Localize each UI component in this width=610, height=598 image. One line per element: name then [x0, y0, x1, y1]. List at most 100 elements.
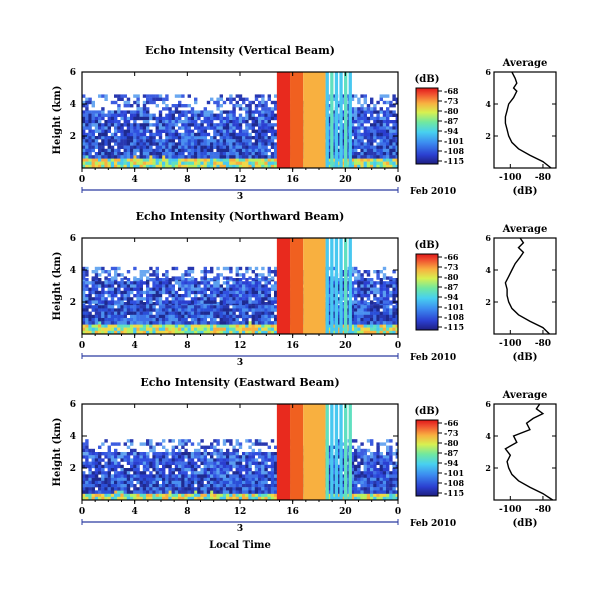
- echo-cell: [261, 311, 265, 315]
- echo-cell: [168, 278, 172, 282]
- echo-cell: [120, 314, 124, 319]
- echo-cell: [373, 287, 377, 291]
- echo-cell: [392, 281, 396, 285]
- echo-cell: [98, 294, 102, 298]
- echo-cell: [370, 330, 374, 334]
- echo-cell: [254, 284, 259, 288]
- echo-cell: [254, 158, 259, 162]
- echo-cell: [354, 107, 358, 111]
- echo-cell: [82, 290, 86, 295]
- echo-cell: [184, 321, 188, 325]
- echo-cell: [174, 148, 179, 153]
- echo-cell: [264, 305, 268, 309]
- echo-cell: [82, 161, 86, 165]
- echo-cell: [210, 300, 214, 304]
- echo-cell: [107, 284, 111, 288]
- echo-cell: [235, 314, 239, 319]
- echo-cell: [136, 116, 140, 121]
- echo-cell: [210, 477, 214, 481]
- echo-cell: [242, 327, 246, 331]
- echo-cell: [264, 311, 268, 315]
- echo-cell: [155, 330, 159, 334]
- echo-cell: [158, 136, 163, 140]
- echo-cell: [235, 300, 239, 304]
- echo-cell: [174, 281, 179, 285]
- echo-cell: [261, 318, 265, 322]
- echo-cell: [366, 155, 371, 159]
- echo-cell: [114, 477, 118, 481]
- echo-cell: [200, 145, 204, 149]
- echo-cell: [136, 496, 140, 500]
- echo-cell: [366, 126, 371, 130]
- echo-cell: [258, 273, 262, 277]
- echo-cell: [254, 276, 259, 280]
- echo-cell: [213, 321, 217, 325]
- echo-cell: [130, 142, 134, 146]
- echo-cell: [194, 116, 198, 121]
- echo-cell: [386, 142, 390, 146]
- echo-cell: [386, 324, 390, 328]
- echo-cell: [229, 330, 233, 334]
- echo-cell: [251, 300, 255, 304]
- echo-cell: [184, 300, 188, 304]
- echo-cell: [187, 278, 191, 282]
- echo-cell: [190, 152, 195, 156]
- echo-cell: [149, 327, 153, 331]
- echo-cell: [392, 94, 396, 98]
- echo-cell: [174, 484, 179, 488]
- echo-cell: [168, 294, 172, 298]
- echo-cell: [200, 164, 204, 168]
- echo-cell: [376, 273, 380, 277]
- echo-cell: [149, 487, 153, 491]
- echo-cell: [219, 152, 223, 156]
- echo-cell: [85, 142, 89, 146]
- echo-cell: [206, 496, 211, 500]
- echo-cell: [91, 123, 95, 127]
- echo-cell: [139, 139, 143, 143]
- echo-cell: [254, 287, 259, 291]
- echo-cell: [82, 324, 86, 328]
- echo-cell: [123, 94, 127, 98]
- echo-cell: [174, 155, 179, 159]
- echo-cell: [203, 290, 207, 295]
- echo-cell: [206, 270, 211, 274]
- echo-cell: [267, 273, 271, 277]
- echo-cell: [117, 145, 121, 149]
- echo-cell: [162, 116, 166, 121]
- echo-cell: [350, 270, 355, 274]
- echo-cell: [142, 270, 147, 274]
- echo-cell: [229, 110, 233, 114]
- echo-cell: [274, 294, 278, 298]
- day-label: 3: [237, 358, 243, 368]
- echo-cell: [200, 496, 204, 500]
- x-tick-label: 0: [79, 341, 85, 351]
- echo-cell: [226, 120, 230, 124]
- echo-cell: [395, 330, 398, 334]
- echo-cell: [88, 327, 92, 331]
- echo-cell: [94, 152, 99, 156]
- echo-cell: [88, 123, 92, 127]
- echo-cell: [194, 110, 198, 114]
- echo-cell: [142, 297, 147, 301]
- echo-cell: [219, 305, 223, 309]
- echo-cell: [219, 493, 223, 497]
- echo-cell: [373, 116, 377, 121]
- echo-cell: [248, 126, 252, 130]
- echo-cell: [376, 276, 380, 280]
- echo-cell: [200, 110, 204, 114]
- echo-cell: [171, 297, 175, 301]
- echo-cell: [366, 318, 371, 322]
- echo-cell: [136, 330, 140, 334]
- echo-cell: [98, 300, 102, 304]
- echo-cell: [258, 281, 262, 285]
- colorbar-tick-label: -66: [444, 252, 459, 262]
- echo-cell: [270, 297, 275, 301]
- echo-cell: [178, 152, 182, 156]
- echo-cell: [107, 158, 111, 162]
- echo-cell: [158, 113, 163, 117]
- echo-cell: [165, 490, 169, 494]
- echo-cell: [130, 155, 134, 159]
- echo-cell: [203, 270, 207, 274]
- echo-cell: [120, 281, 124, 285]
- echo-cell: [117, 284, 121, 288]
